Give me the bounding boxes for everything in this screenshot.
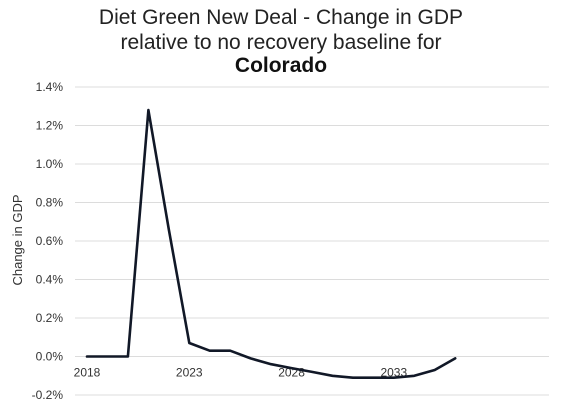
series-line: [85, 108, 457, 379]
series-layer: [85, 108, 457, 379]
y-tick-label: 1.0%: [36, 157, 64, 171]
y-tick-label: 0.8%: [36, 196, 64, 210]
x-tick-label: 2023: [176, 366, 203, 380]
y-tick-label: 0.2%: [36, 311, 64, 325]
chart-title-line-1: Diet Green New Deal - Change in GDP: [99, 6, 463, 29]
y-tick-label: 0.0%: [36, 350, 64, 364]
y-axis-title: Change in GDP: [10, 194, 25, 285]
chart-title: Diet Green New Deal - Change in GDP rela…: [99, 6, 463, 77]
y-tick-label: 1.4%: [36, 80, 64, 94]
y-tick-label: 1.2%: [36, 119, 64, 133]
y-axis-ticks: -0.2% 0.0% 0.2% 0.4% 0.6% 0.8% 1.0% 1.2% 1.4%: [32, 80, 64, 402]
y-tick-label: -0.2%: [32, 388, 64, 402]
chart-title-line-2: relative to no recovery baseline for: [121, 31, 442, 54]
y-tick-label: 0.6%: [36, 234, 64, 248]
chart-title-state: Colorado: [235, 54, 327, 77]
x-tick-label: 2018: [74, 366, 101, 380]
y-tick-label: 0.4%: [36, 273, 64, 287]
grid-lines: [75, 86, 549, 396]
